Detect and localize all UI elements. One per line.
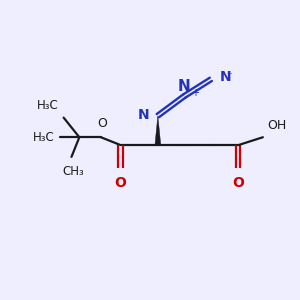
Polygon shape: [155, 116, 161, 145]
Text: O: O: [115, 176, 127, 190]
Text: ⁻: ⁻: [226, 71, 232, 82]
Text: H₃C: H₃C: [33, 131, 55, 144]
Text: O: O: [97, 117, 107, 130]
Text: H₃C: H₃C: [37, 99, 59, 112]
Text: O: O: [232, 176, 244, 190]
Text: N: N: [137, 108, 149, 122]
Text: N: N: [178, 79, 191, 94]
Text: N: N: [220, 70, 231, 84]
Text: +: +: [191, 88, 199, 98]
Text: CH₃: CH₃: [63, 165, 84, 178]
Text: OH: OH: [267, 119, 286, 132]
